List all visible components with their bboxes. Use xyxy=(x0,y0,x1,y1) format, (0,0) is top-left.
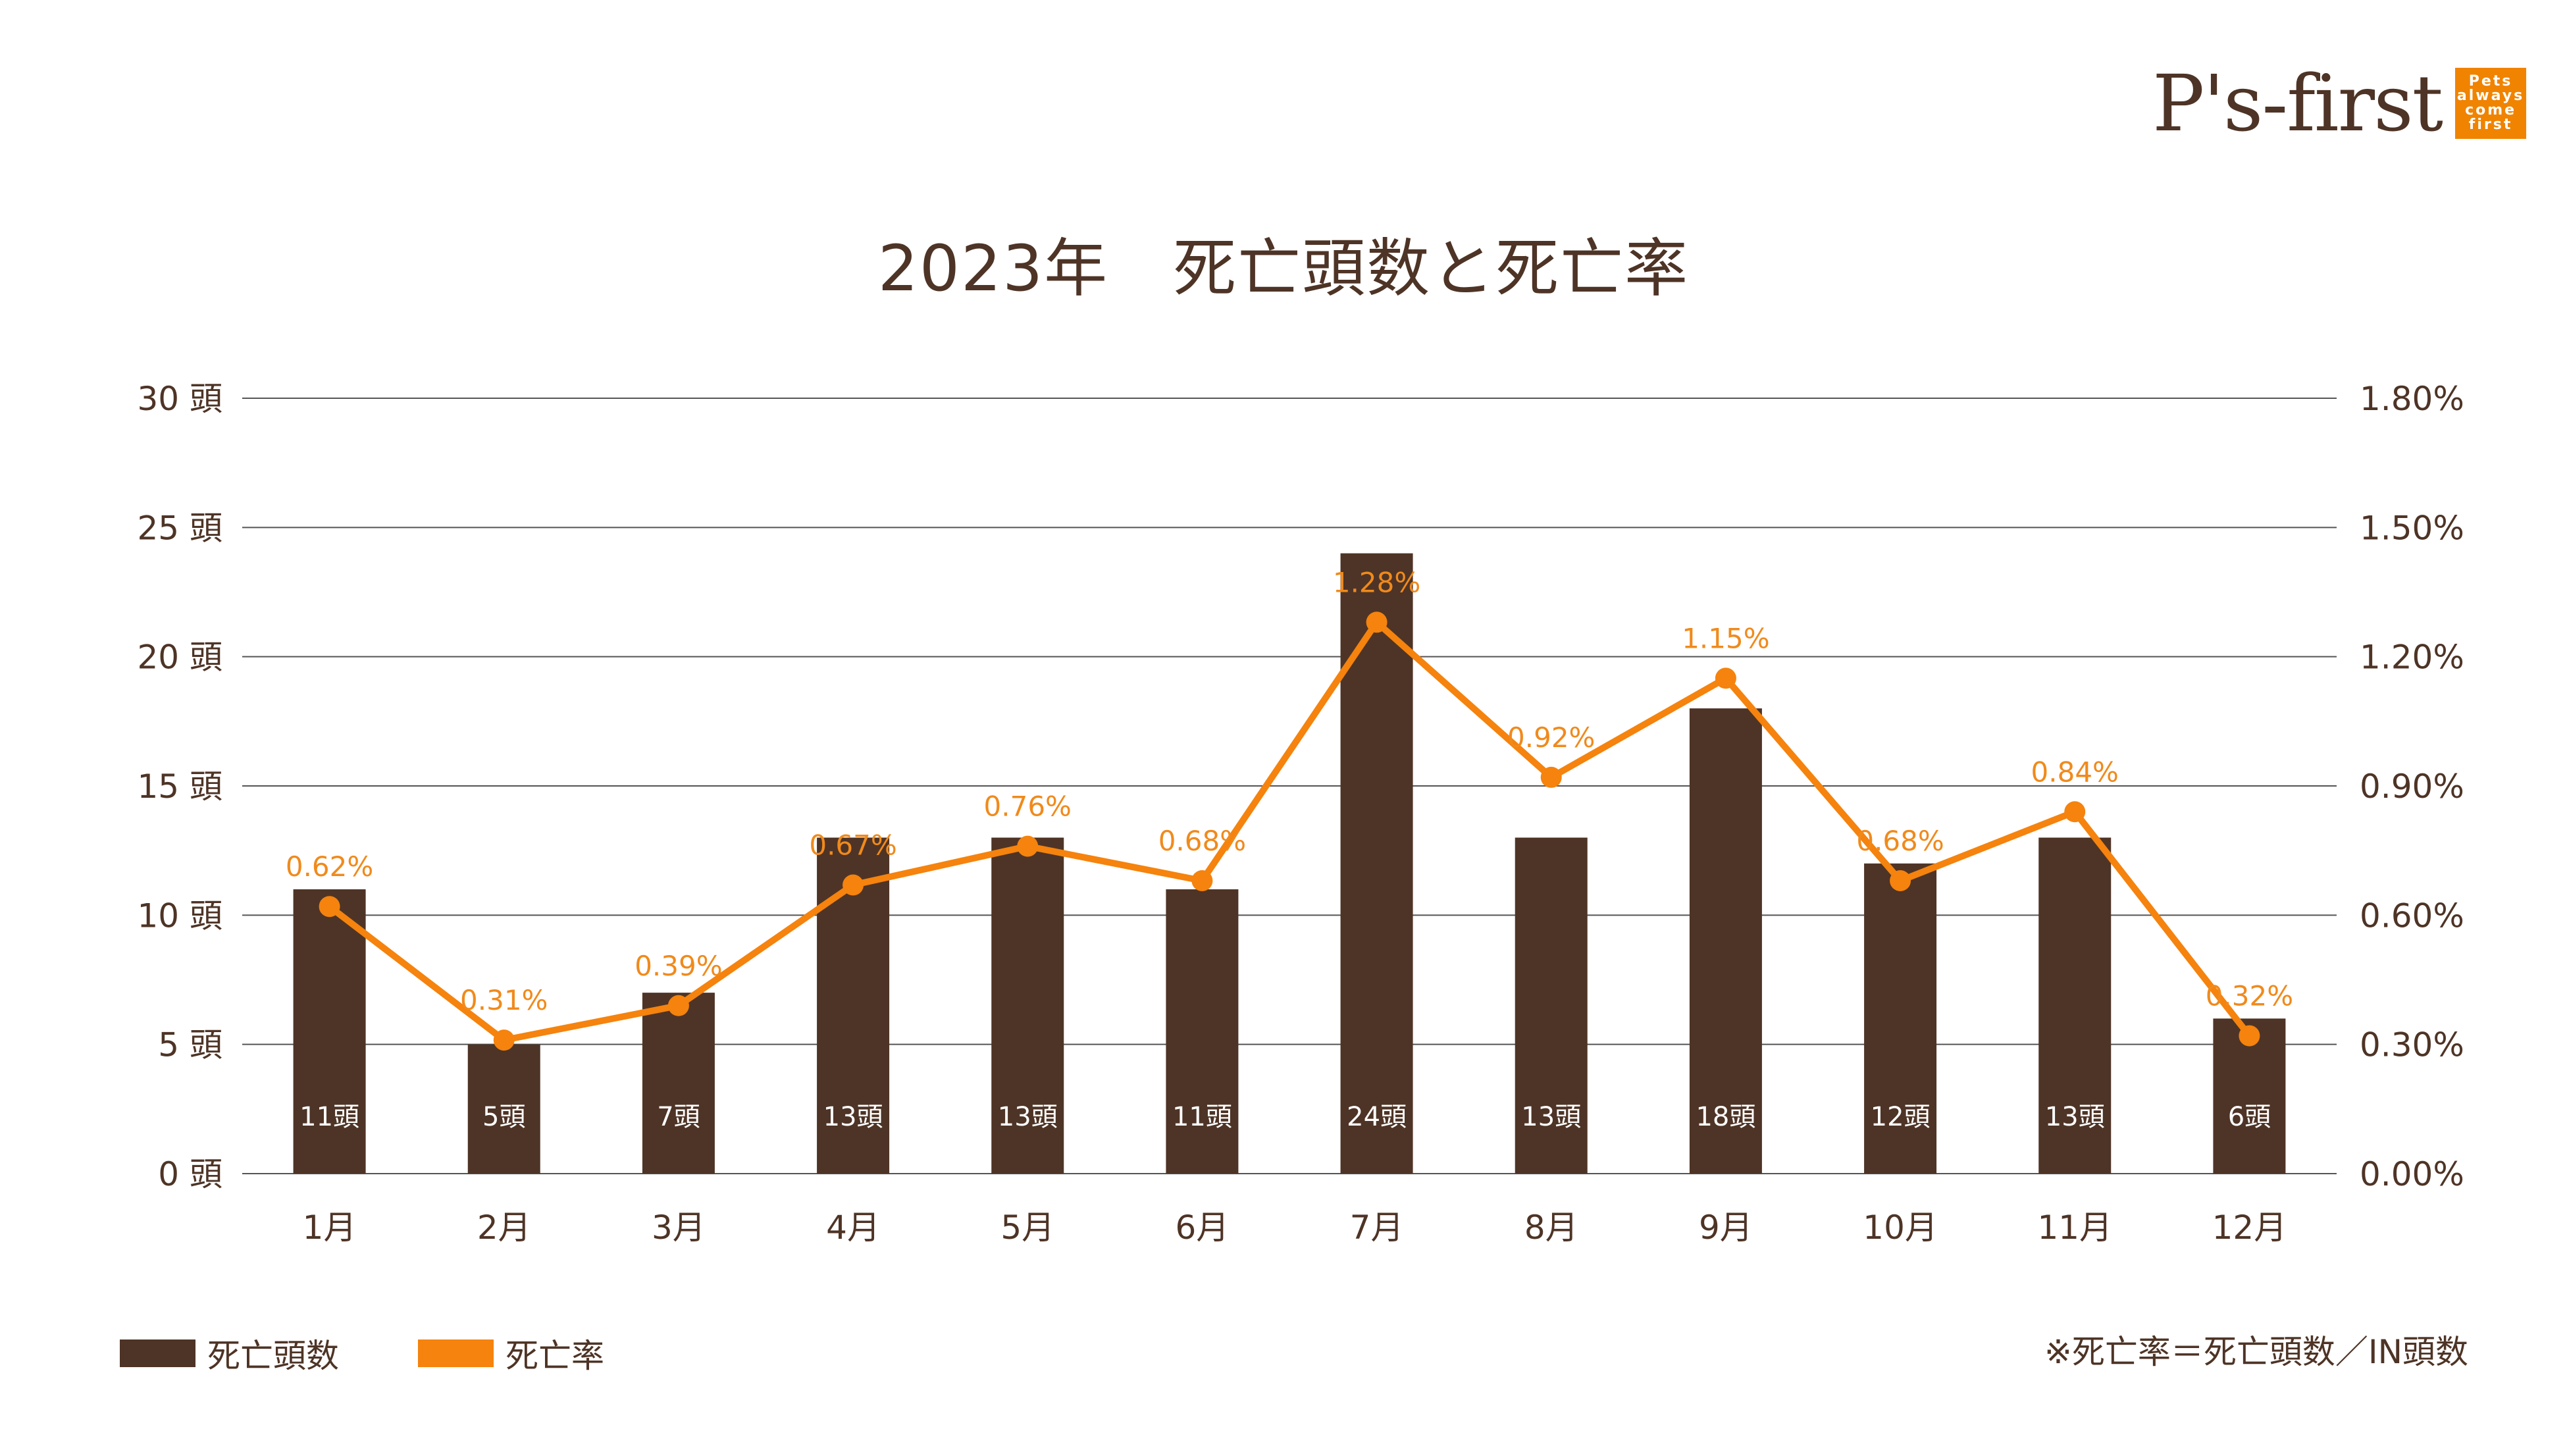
legend-swatch-line xyxy=(418,1339,494,1367)
x-tick-label: 4月 xyxy=(826,1209,880,1247)
bar-data-label: 13頭 xyxy=(1521,1102,1581,1132)
y-right-tick-label: 0.00% xyxy=(2360,1155,2464,1193)
bar xyxy=(1515,837,1588,1174)
x-tick-label: 9月 xyxy=(1699,1209,1753,1247)
rate-series-line xyxy=(326,619,2253,1044)
y-left-tick-label: 15 頭 xyxy=(137,767,222,806)
bar-data-label: 11頭 xyxy=(1172,1102,1232,1132)
y-left-tick-label: 10 頭 xyxy=(137,897,222,935)
chart-footnote: ※死亡率＝死亡頭数／IN頭数 xyxy=(2044,1333,2468,1371)
rate-point xyxy=(1366,611,1387,633)
rate-point xyxy=(1890,870,1911,891)
bar xyxy=(991,837,1064,1174)
bar-data-label: 13頭 xyxy=(2045,1102,2105,1132)
chart-title: 2023年 死亡頭数と死亡率 xyxy=(877,232,1690,305)
bar-data-label: 5頭 xyxy=(482,1102,525,1132)
bar-data-label: 7頭 xyxy=(657,1102,700,1132)
y-right-tick-label: 0.30% xyxy=(2360,1026,2464,1064)
bar-data-label: 18頭 xyxy=(1696,1102,1755,1132)
bar xyxy=(293,889,366,1174)
bar-data-label: 6頭 xyxy=(2228,1102,2271,1132)
bar-data-label: 13頭 xyxy=(823,1102,883,1132)
x-tick-label: 10月 xyxy=(1863,1209,1938,1247)
rate-data-label: 0.84% xyxy=(2031,756,2119,788)
logo-tagline-line: first xyxy=(2468,117,2513,133)
logo-text: P's-first xyxy=(2152,58,2443,149)
x-tick-label: 5月 xyxy=(1000,1209,1054,1247)
bar xyxy=(467,1044,540,1174)
rate-point xyxy=(1715,667,1736,689)
logo-tagline-line: come xyxy=(2465,102,2517,118)
y-left-tick-label: 30 頭 xyxy=(137,380,222,418)
y-left-tick-label: 0 頭 xyxy=(158,1155,222,1193)
x-tick-label: 3月 xyxy=(652,1209,706,1247)
bar-data-label: 24頭 xyxy=(1347,1102,1407,1132)
logo-tagline-box: Pets always come first xyxy=(2455,68,2527,139)
rate-data-label: 0.31% xyxy=(460,984,548,1016)
rate-point xyxy=(1017,835,1039,857)
rate-data-label: 0.68% xyxy=(1856,825,1944,857)
x-tick-label: 2月 xyxy=(477,1209,531,1247)
legend-item-bar: 死亡頭数 xyxy=(120,1330,339,1377)
y-right-tick-label: 1.20% xyxy=(2360,638,2464,677)
x-tick-label: 11月 xyxy=(2037,1209,2112,1247)
rate-point xyxy=(843,874,864,896)
y-right-tick-label: 1.80% xyxy=(2360,380,2464,418)
rate-point xyxy=(2064,801,2086,823)
rate-data-label: 0.39% xyxy=(635,950,722,982)
rate-data-label: 0.32% xyxy=(2206,980,2293,1012)
rate-data-label: 0.68% xyxy=(1158,825,1246,857)
rate-point xyxy=(493,1029,515,1051)
rate-data-label: 0.67% xyxy=(809,829,896,862)
bar xyxy=(1166,889,1239,1174)
rate-data-label: 0.92% xyxy=(1507,721,1595,754)
legend-label-line: 死亡率 xyxy=(506,1337,604,1375)
y-right-tick-label: 0.90% xyxy=(2360,767,2464,806)
bar xyxy=(1864,863,1937,1174)
bar-data-label: 12頭 xyxy=(1871,1102,1931,1132)
logo-tagline-line: Pets xyxy=(2468,73,2513,90)
y-left-tick-label: 20 頭 xyxy=(137,638,222,677)
y-left-tick-label: 25 頭 xyxy=(137,509,222,547)
bar-data-label: 13頭 xyxy=(998,1102,1058,1132)
chart-legend: 死亡頭数 死亡率 xyxy=(120,1330,683,1377)
rate-point xyxy=(1540,766,1562,788)
x-tick-label: 12月 xyxy=(2212,1209,2287,1247)
bar xyxy=(2038,837,2112,1174)
x-tick-label: 8月 xyxy=(1524,1209,1578,1247)
y-right-tick-label: 1.50% xyxy=(2360,509,2464,547)
rate-data-label: 0.76% xyxy=(984,791,1072,823)
y-left-tick-label: 5 頭 xyxy=(158,1026,222,1064)
rate-data-label: 0.62% xyxy=(286,850,373,883)
x-tick-label: 1月 xyxy=(303,1209,357,1247)
brand-logo: P's-first Pets always come first xyxy=(2152,58,2527,149)
rate-point xyxy=(319,896,340,918)
rate-data-label: 1.28% xyxy=(1333,566,1420,598)
rate-data-label: 1.15% xyxy=(1682,622,1769,654)
rate-point xyxy=(1191,870,1213,891)
legend-swatch-bar xyxy=(120,1339,195,1367)
bar xyxy=(1689,708,1762,1174)
logo-tagline-line: always xyxy=(2456,88,2525,104)
x-tick-label: 7月 xyxy=(1350,1209,1404,1247)
legend-item-line: 死亡率 xyxy=(418,1330,604,1377)
rate-point xyxy=(667,995,689,1016)
y-right-tick-label: 0.60% xyxy=(2360,897,2464,935)
bar xyxy=(642,993,715,1174)
x-tick-label: 6月 xyxy=(1176,1209,1230,1247)
rate-point xyxy=(2239,1025,2260,1047)
bar-data-label: 11頭 xyxy=(299,1102,359,1132)
legend-label-bar: 死亡頭数 xyxy=(207,1337,339,1375)
